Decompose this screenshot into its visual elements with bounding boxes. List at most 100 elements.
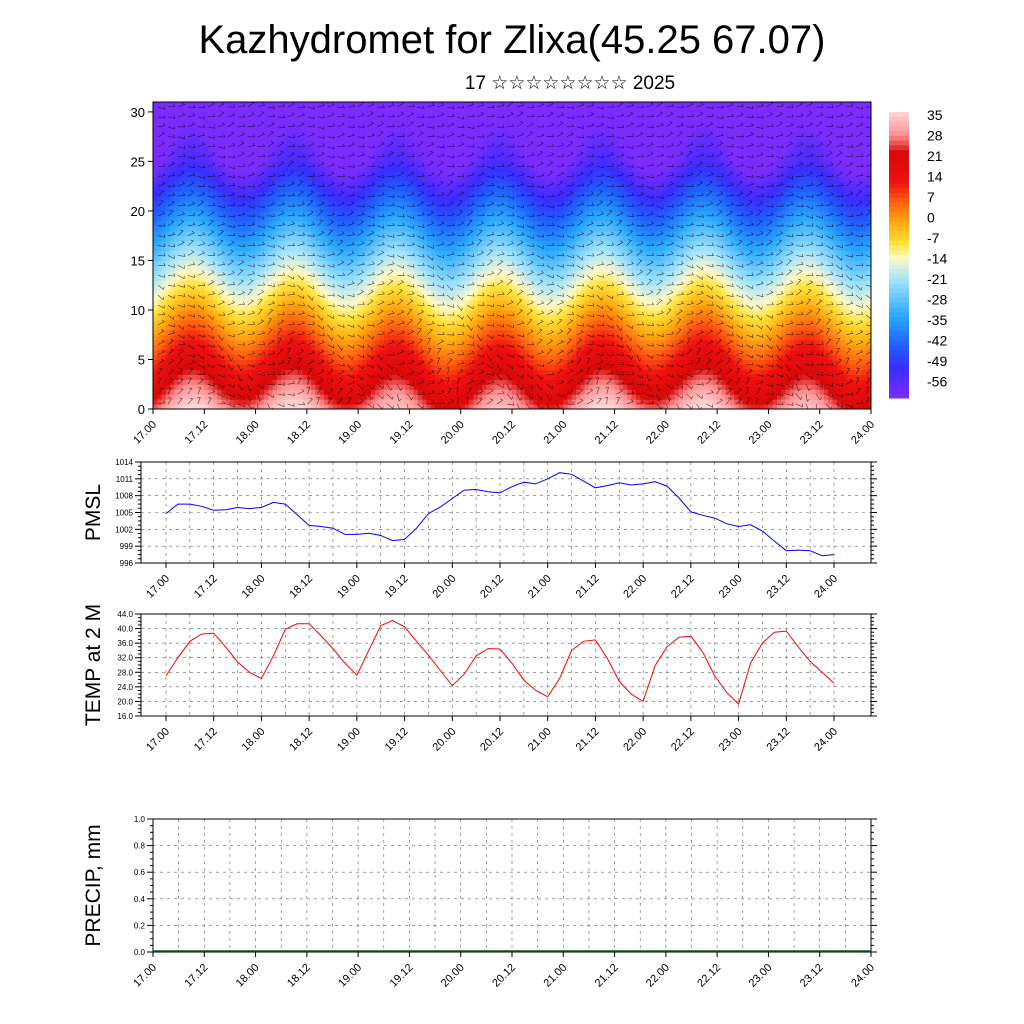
x-tick-label: 21.00 xyxy=(526,726,554,754)
y-tick-label: 30 xyxy=(131,105,145,120)
x-tick-label: 19.00 xyxy=(336,419,364,447)
y-tick-label: 0 xyxy=(138,402,145,417)
colorbar-segment xyxy=(889,269,909,275)
colorbar-segment xyxy=(889,255,909,261)
colorbar-segment xyxy=(889,288,909,294)
colorbar-segment xyxy=(889,116,909,123)
colorbar-label: -14 xyxy=(927,251,947,267)
y-tick-label: 1014 xyxy=(115,458,133,467)
colorbar-segment xyxy=(889,312,909,318)
colorbar-segment xyxy=(889,212,909,218)
x-tick-label: 23.12 xyxy=(764,726,792,754)
y-tick-label: 0.8 xyxy=(134,842,146,851)
series-line xyxy=(165,472,835,557)
x-tick-label: 20.12 xyxy=(478,726,506,754)
colorbar-segment xyxy=(889,297,909,304)
x-tick-label: 19.12 xyxy=(383,726,411,754)
x-tick-label: 24.00 xyxy=(812,573,840,601)
chart-title: Kazhydromet for Zlixa(45.25 67.07) xyxy=(198,18,826,62)
pmsl-panel: 996 999 1002 1005 1008 1011 1014 17.00 17.12 18.0… xyxy=(82,458,877,601)
colorbar-segment xyxy=(889,302,909,308)
x-tick-label: 17.12 xyxy=(192,573,220,601)
colorbar-segment xyxy=(889,307,909,313)
y-tick-label: 0.0 xyxy=(134,948,146,957)
colorbar-segment xyxy=(889,374,909,380)
x-tick-label: 19.12 xyxy=(388,419,416,447)
y-tick-label: 10 xyxy=(131,303,145,318)
x-tick-label: 24.00 xyxy=(812,726,840,754)
colorbar-segment xyxy=(889,240,909,246)
colorbar-label: 28 xyxy=(927,128,943,144)
colorbar-segment xyxy=(889,183,909,189)
colorbar-label: -7 xyxy=(927,230,940,246)
colorbar-segment xyxy=(889,369,909,375)
x-tick-label: 24.00 xyxy=(849,962,877,990)
x-tick-label: 23.00 xyxy=(717,573,745,601)
x-tick-label: 21.00 xyxy=(541,419,569,447)
x-tick-label: 21.12 xyxy=(574,726,602,754)
colorbar-segment xyxy=(889,283,909,289)
colorbar-segment xyxy=(889,345,909,351)
colorbar-segment xyxy=(889,359,909,366)
colorbar-label: 21 xyxy=(927,148,943,164)
x-tick-label: 18.00 xyxy=(240,726,268,754)
colorbar-label: -49 xyxy=(927,353,947,369)
panel-frame xyxy=(140,613,872,717)
colorbar-segment xyxy=(889,316,909,323)
colorbar-label: 14 xyxy=(927,169,943,185)
colorbar-segment xyxy=(889,221,909,227)
x-tick-label: 18.12 xyxy=(287,573,315,601)
x-tick-label: 22.00 xyxy=(621,726,649,754)
heatmap-cells xyxy=(153,102,871,409)
colorbar-segment xyxy=(889,131,909,137)
colorbar-segment xyxy=(889,278,909,285)
colorbar-segment xyxy=(889,202,909,208)
colorbar-label: -21 xyxy=(927,271,947,287)
y-tick-label: 36.0 xyxy=(117,639,133,648)
colorbar-segment xyxy=(889,140,909,146)
y-axis-title: PRECIP, mm xyxy=(82,824,105,946)
colorbar-segment xyxy=(889,159,909,165)
colorbar-segment xyxy=(889,355,909,361)
x-tick-label: 20.12 xyxy=(478,573,506,601)
y-tick-label: 40.0 xyxy=(117,625,133,634)
precip-panel: 0.0 0.2 0.4 0.6 0.8 1.0 17.00 17.12 18.00 18.12 19… xyxy=(82,815,877,990)
x-tick-label: 21.12 xyxy=(593,419,621,447)
colorbar-segment xyxy=(889,207,909,213)
x-tick-label: 18.12 xyxy=(285,419,313,447)
colorbar-segment xyxy=(889,264,909,270)
colorbar-segment xyxy=(889,193,909,199)
x-tick-label: 23.00 xyxy=(717,726,745,754)
x-tick-label: 23.12 xyxy=(798,419,826,447)
colorbar-segment xyxy=(889,259,909,266)
colorbar-segment xyxy=(889,274,909,280)
colorbar-segment xyxy=(889,231,909,237)
x-tick-label: 17.00 xyxy=(131,419,159,447)
x-tick-label: 17.00 xyxy=(144,573,172,601)
colorbar-segment xyxy=(889,178,909,184)
colorbar-label: 7 xyxy=(927,189,935,205)
colorbar-segment xyxy=(889,154,909,161)
y-tick-label: 28.0 xyxy=(117,668,133,677)
y-tick-label: 1008 xyxy=(115,492,133,501)
wind-barbs-overlay xyxy=(157,102,871,409)
colorbar-segment xyxy=(889,293,909,299)
wind-barb-paths xyxy=(157,102,871,409)
x-tick-label: 19.00 xyxy=(335,726,363,754)
y-tick-label: 996 xyxy=(120,559,134,568)
colorbar-segment xyxy=(889,188,909,194)
x-tick-label: 17.12 xyxy=(182,962,210,990)
chart-subtitle: 17 ☆☆☆☆☆☆☆☆ 2025 xyxy=(464,73,676,94)
colorbar-label: -42 xyxy=(927,333,947,349)
colorbar-segment xyxy=(889,393,909,399)
colorbar-segment xyxy=(889,226,909,232)
y-tick-label: 24.0 xyxy=(117,683,133,692)
x-tick-label: 22.00 xyxy=(621,573,649,601)
y-tick-label: 16.0 xyxy=(117,712,133,721)
colorbar-segment xyxy=(889,164,909,170)
colorbar-label: -28 xyxy=(927,292,947,308)
x-tick-label: 21.00 xyxy=(541,962,569,990)
x-tick-label: 20.12 xyxy=(490,962,518,990)
colorbar-segment xyxy=(889,321,909,327)
